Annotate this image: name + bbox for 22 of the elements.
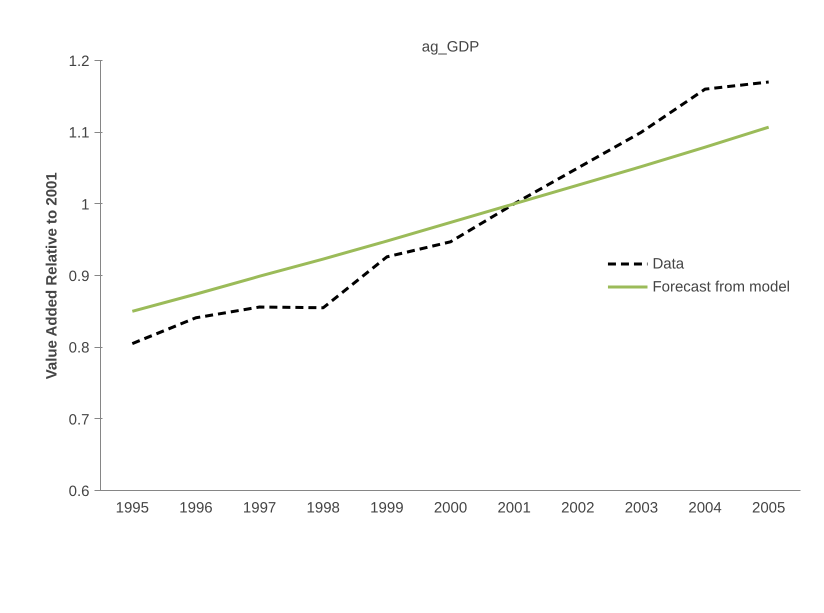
y-tick-label: 1.1 xyxy=(68,124,90,142)
x-tick-label: 1996 xyxy=(179,500,213,516)
y-tick-label: 1.2 xyxy=(68,53,90,70)
x-tick-label: 2003 xyxy=(624,500,658,516)
x-tick-label: 2004 xyxy=(688,500,722,516)
legend-label: Forecast from model xyxy=(652,278,790,295)
x-tick-label: 1997 xyxy=(242,500,276,516)
chart-title: ag_GDP xyxy=(422,38,480,56)
x-tick-label: 1999 xyxy=(370,500,404,516)
y-tick-label: 0.6 xyxy=(68,483,90,500)
y-tick-label: 0.8 xyxy=(68,340,90,357)
x-tick-label: 2001 xyxy=(497,500,531,516)
y-axis-title: Value Added Relative to 2001 xyxy=(44,172,61,380)
x-tick-label: 2000 xyxy=(434,500,468,516)
y-tick-label: 1 xyxy=(81,196,90,214)
x-tick-label: 1998 xyxy=(306,500,340,516)
y-tick-label: 0.9 xyxy=(68,268,90,285)
x-tick-label: 1995 xyxy=(116,500,150,516)
y-tick-label: 0.7 xyxy=(68,411,90,428)
legend-label: Data xyxy=(652,255,684,272)
x-tick-label: 2005 xyxy=(752,500,786,516)
x-tick-label: 2002 xyxy=(561,500,594,516)
